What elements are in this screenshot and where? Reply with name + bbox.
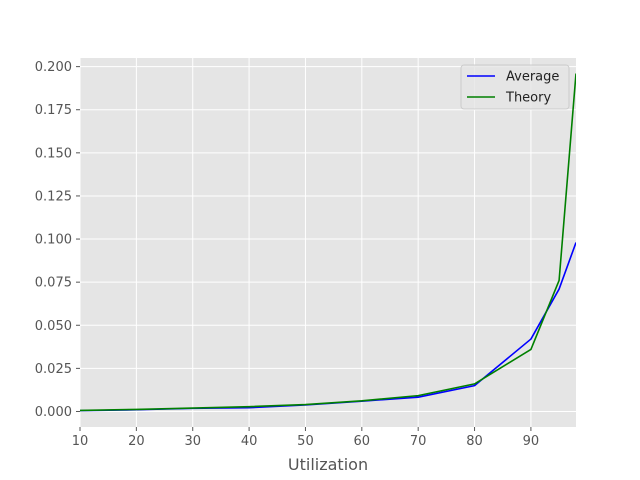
legend-label-theory: Theory <box>505 91 551 106</box>
x-tick-label: 40 <box>241 434 258 449</box>
grid-lines <box>79 58 576 427</box>
y-axis-ticks: 0.000 0.025 0.050 0.075 0.100 0.125 0.150 0.175… <box>35 60 80 420</box>
legend-label-average: Average <box>506 70 559 85</box>
x-tick-label: 30 <box>184 434 201 449</box>
y-tick-label: 0.000 <box>35 405 72 420</box>
x-axis-ticks: 10 20 30 40 50 60 70 80 90 <box>72 427 539 449</box>
y-tick-label: 0.100 <box>35 233 72 248</box>
x-axis-title: Utilization <box>288 455 368 474</box>
x-tick-label: 10 <box>72 434 89 449</box>
y-tick-label: 0.050 <box>35 319 72 334</box>
x-tick-label: 60 <box>354 434 371 449</box>
y-tick-label: 0.025 <box>35 362 72 377</box>
y-tick-label: 0.175 <box>35 103 72 118</box>
x-tick-label: 20 <box>128 434 145 449</box>
series-line-theory <box>80 73 576 412</box>
y-tick-label: 0.150 <box>35 146 72 161</box>
x-tick-label: 80 <box>466 434 483 449</box>
x-tick-label: 70 <box>410 434 427 449</box>
y-tick-label: 0.075 <box>35 276 72 291</box>
plot-background <box>80 58 576 427</box>
series-layer <box>80 73 576 412</box>
x-tick-label: 90 <box>523 434 540 449</box>
legend: Average Theory <box>460 64 570 110</box>
y-tick-label: 0.125 <box>35 189 72 204</box>
y-tick-label: 0.200 <box>35 60 72 75</box>
x-tick-label: 50 <box>297 434 314 449</box>
